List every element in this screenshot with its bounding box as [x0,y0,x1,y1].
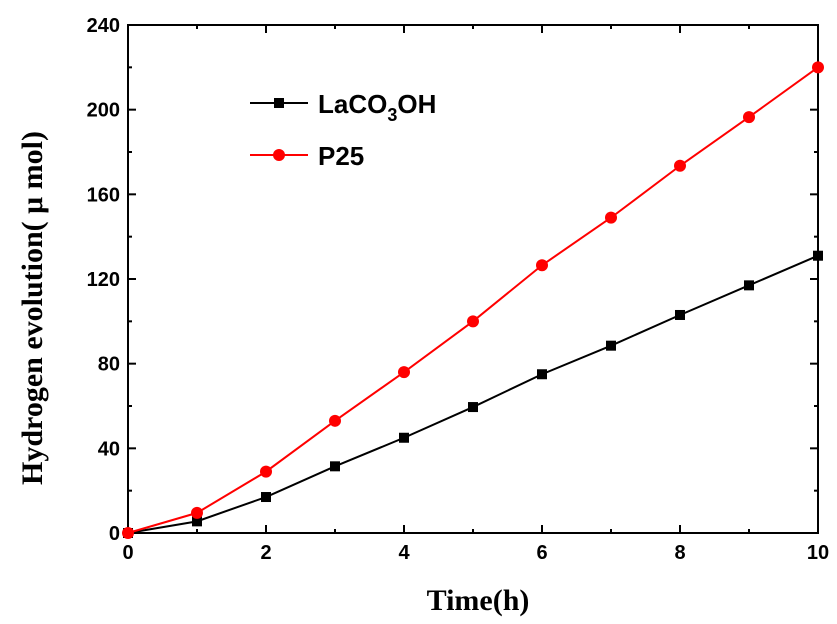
x-tick-label: 6 [536,542,547,564]
data-point [537,369,547,380]
data-point [399,432,409,443]
legend-item-1: LaCO3OH [250,89,436,125]
y-tick-label: 160 [87,184,120,206]
legend-marker [274,98,284,108]
plot-frame [127,24,819,534]
data-point [813,250,823,261]
axes: 0 2 4 6 8 10 0 40 80 120 160 200 240 [87,15,830,564]
series-layer [122,61,824,539]
y-tick-label: 240 [87,15,120,37]
data-point [330,461,340,472]
y-tick-label: 40 [98,438,120,460]
data-point [192,516,202,527]
x-tick-label: 10 [807,542,829,564]
data-point [812,61,824,74]
x-tick-label: 8 [674,542,685,564]
legend: LaCO3OH P25 [250,89,436,171]
legend-item-2: P25 [250,141,364,171]
data-point [122,527,134,539]
data-point [605,211,617,224]
y-tick-label: 0 [109,523,120,545]
data-point [674,159,686,172]
data-point [191,506,203,519]
x-axis-title: Time(h) [427,584,530,617]
x-tick-label: 2 [260,542,271,564]
legend-marker [273,149,285,161]
data-point [744,280,754,291]
data-point [329,414,341,427]
x-tick-label: 4 [398,542,410,564]
x-tick-label: 0 [122,542,133,564]
series-2 [122,61,824,539]
data-point [743,111,755,124]
data-point [398,366,410,379]
y-tick-label: 80 [98,354,120,376]
data-point [261,492,271,503]
data-point [260,465,272,478]
data-point [468,402,478,413]
y-tick-label: 200 [87,100,120,122]
data-point [606,340,616,351]
data-point [467,315,479,328]
y-tick-label: 120 [87,269,120,291]
data-point [675,309,685,320]
data-point [536,259,548,272]
legend-label: P25 [318,141,364,171]
y-axis-title: Hydrogen evolution( μ mol) [16,131,49,485]
legend-label: LaCO3OH [318,89,436,125]
